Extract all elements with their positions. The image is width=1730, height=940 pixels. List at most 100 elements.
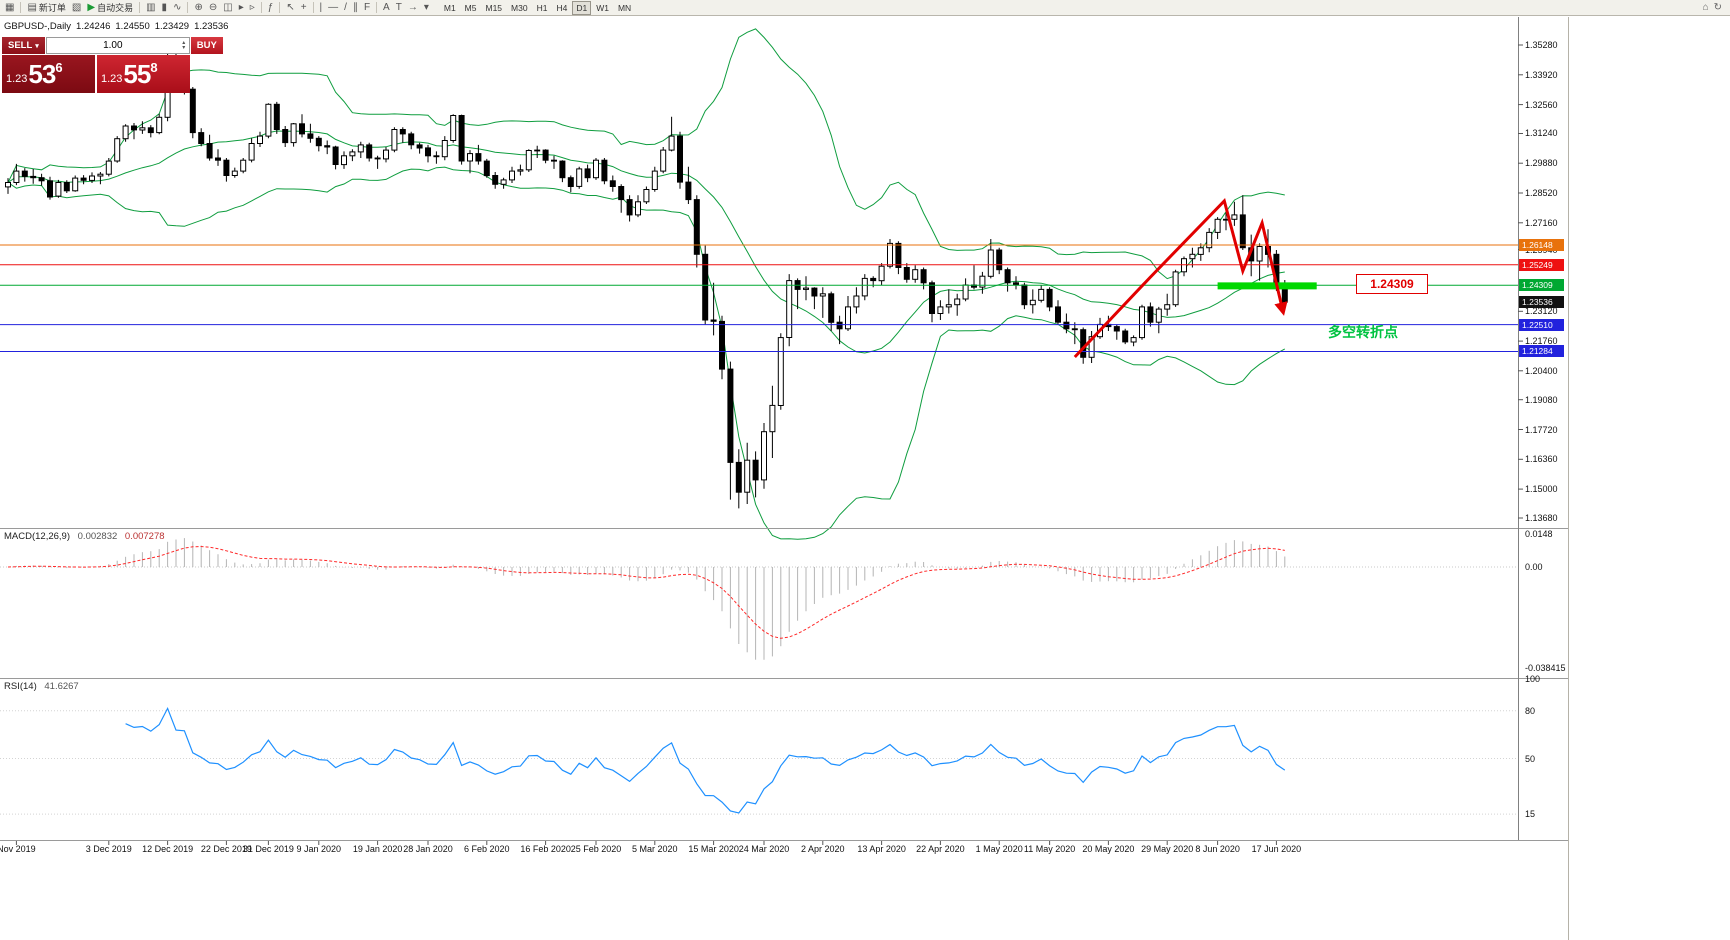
bar-chart-button-icon: ▥ xyxy=(146,1,156,13)
timeframe-h4-button[interactable]: H4 xyxy=(556,2,568,13)
buy-price-pip: 8 xyxy=(150,60,158,75)
volume-input[interactable] xyxy=(46,39,179,52)
price-level-chip: 1.22510 xyxy=(1519,318,1564,331)
toolbar-right-icons: ⌂ ↻ xyxy=(1703,2,1722,13)
vertical-line-button[interactable]: | xyxy=(317,1,326,15)
arrow-tools-button[interactable]: → xyxy=(405,1,421,15)
timeframe-m30-button[interactable]: M30 xyxy=(511,2,528,13)
timeframe-m15-button[interactable]: M15 xyxy=(485,2,503,13)
date-label: 22 Apr 2020 xyxy=(916,844,965,854)
channel-button[interactable]: ∥ xyxy=(350,1,361,15)
zoom-out-button-icon: ⊖ xyxy=(208,1,218,13)
new-order-button[interactable]: ▤ 新订单 xyxy=(24,1,68,15)
price-tick-label: -0.038415 xyxy=(1525,662,1566,673)
price-tick-label: 1.16360 xyxy=(1525,454,1558,465)
sell-button[interactable]: SELL ▾ xyxy=(2,37,45,54)
horizontal-line-button[interactable]: ― xyxy=(325,1,341,15)
timeframe-mn-button[interactable]: MN xyxy=(617,2,632,13)
fibonacci-button-icon: F xyxy=(363,1,371,13)
text-label-button[interactable]: T xyxy=(393,1,405,15)
indicators-button[interactable]: ƒ xyxy=(265,1,277,15)
buy-button[interactable]: BUY xyxy=(190,37,223,54)
connection-status-icon[interactable]: ⌂ xyxy=(1702,2,1709,13)
new-order-button-label: 新订单 xyxy=(38,3,66,13)
line-chart-button-icon: ∿ xyxy=(173,1,182,13)
pivot-note-text[interactable]: 多空转折点 xyxy=(1328,324,1398,340)
price-level-chip: 1.25249 xyxy=(1519,258,1564,271)
autotrading-button[interactable]: ▶ 自动交易 xyxy=(84,1,136,15)
horizontal-level-lines[interactable] xyxy=(0,244,1518,352)
sell-price-button[interactable]: 1.23 53 6 xyxy=(2,55,95,93)
date-label: 25 Feb 2020 xyxy=(570,844,622,854)
volume-stepper[interactable]: ▴ ▾ xyxy=(179,40,189,51)
zoom-out-button[interactable]: ⊖ xyxy=(206,1,220,15)
autotrading-button-icon: ▶ xyxy=(87,1,96,13)
toolbar-separator xyxy=(187,2,189,13)
crosshair-button[interactable]: + xyxy=(298,1,310,15)
refresh-icon[interactable]: ↻ xyxy=(1713,2,1722,13)
date-label: Nov 2019 xyxy=(0,844,36,854)
candlestick-chart-button-icon: ▮ xyxy=(161,1,168,13)
new-order-button-icon: ▤ xyxy=(27,1,37,13)
date-label: 13 Apr 2020 xyxy=(857,844,906,854)
ohlc-open: 1.24246 xyxy=(76,21,111,32)
chart-symbol-timeframe: GBPUSD-,Daily xyxy=(4,21,72,32)
date-label: 31 Dec 2019 xyxy=(242,844,294,854)
date-label: 19 Jan 2020 xyxy=(352,844,403,854)
price-tick-label: 1.35280 xyxy=(1525,40,1558,50)
bar-chart-button[interactable]: ▥ xyxy=(143,1,158,15)
zoom-in-button[interactable]: ⊕ xyxy=(191,1,205,15)
price-callout[interactable]: 1.24309 xyxy=(1356,274,1428,294)
fibonacci-button[interactable]: F xyxy=(361,1,373,15)
toolbar-separator xyxy=(260,2,262,13)
timeframe-m5-button[interactable]: M5 xyxy=(464,2,477,13)
date-label: 22 Dec 2019 xyxy=(200,844,252,854)
indicators-button-icon: ƒ xyxy=(267,1,274,13)
charts-grid-button[interactable]: ▦ xyxy=(2,1,17,15)
timeframe-w1-button[interactable]: W1 xyxy=(596,2,609,13)
pane-separators[interactable] xyxy=(0,528,1568,841)
price-tick-label: 50 xyxy=(1525,753,1536,764)
chart-window-button[interactable]: ▧ xyxy=(69,1,84,15)
price-tick-label: 1.28520 xyxy=(1525,188,1558,199)
shapes-button[interactable]: ▾ xyxy=(421,1,432,15)
text-button[interactable]: A xyxy=(380,1,393,15)
toolbar-separator xyxy=(312,2,314,13)
macd-signal-line xyxy=(7,545,1285,639)
price-tick-label: 1.13680 xyxy=(1525,512,1558,523)
trendline-button[interactable]: / xyxy=(341,1,350,15)
date-label: 11 May 2020 xyxy=(1023,844,1076,854)
chart-shift-button[interactable]: ▹ xyxy=(247,1,258,15)
timeframe-m1-button[interactable]: M1 xyxy=(443,2,456,13)
sell-button-label: SELL xyxy=(8,40,33,51)
buy-price-button[interactable]: 1.23 55 8 xyxy=(97,55,190,93)
main-toolbar: ▦ ▤ 新订单 ▧ ▶ 自动交易 ▥ ▮ ∿ ⊕ ⊖ ◫ ▸ ▹ ƒ ↖ + | ― / ∥ F A T → ▾ M1 M5 M15 M3… xyxy=(0,0,1730,16)
candlestick-chart-button[interactable]: ▮ xyxy=(159,1,171,15)
rsi-level-lines xyxy=(0,710,1518,815)
rsi-value: 41.6267 xyxy=(44,681,79,692)
one-click-trading-panel: SELL ▾ ▴ ▾ BUY 1.23 53 6 1.23 5 xyxy=(2,37,223,93)
price-tick-label: 1.33920 xyxy=(1525,69,1558,80)
line-chart-button[interactable]: ∿ xyxy=(170,1,184,15)
price-tick-label: 1.31240 xyxy=(1525,128,1558,139)
volume-field-wrap: ▴ ▾ xyxy=(45,37,190,54)
autotrading-button-label: 自动交易 xyxy=(97,3,134,13)
horizontal-line-button-icon: ― xyxy=(328,1,339,13)
text-label-button-icon: T xyxy=(395,1,402,13)
ohlc-low: 1.23429 xyxy=(154,21,190,32)
trade-panel-price-row: 1.23 53 6 1.23 55 8 xyxy=(2,55,190,93)
timeframe-d1-button[interactable]: D1 xyxy=(572,0,592,15)
timeframe-h1-button[interactable]: H1 xyxy=(536,2,548,13)
price-tick-label: 100 xyxy=(1525,674,1541,684)
price-level-chip: 1.24309 xyxy=(1519,279,1564,292)
tile-windows-button[interactable]: ◫ xyxy=(220,1,235,15)
auto-scroll-button[interactable]: ▸ xyxy=(236,1,247,15)
cursor-button[interactable]: ↖ xyxy=(283,1,297,15)
buy-price-prefix: 1.23 xyxy=(101,72,123,85)
trend-arrow[interactable] xyxy=(1073,197,1288,359)
macd-indicator-label: MACD(12,26,9) 0.002832 0.007278 xyxy=(4,531,165,542)
price-tick-label: 1.15000 xyxy=(1525,484,1558,495)
date-label: 3 Dec 2019 xyxy=(85,844,132,854)
